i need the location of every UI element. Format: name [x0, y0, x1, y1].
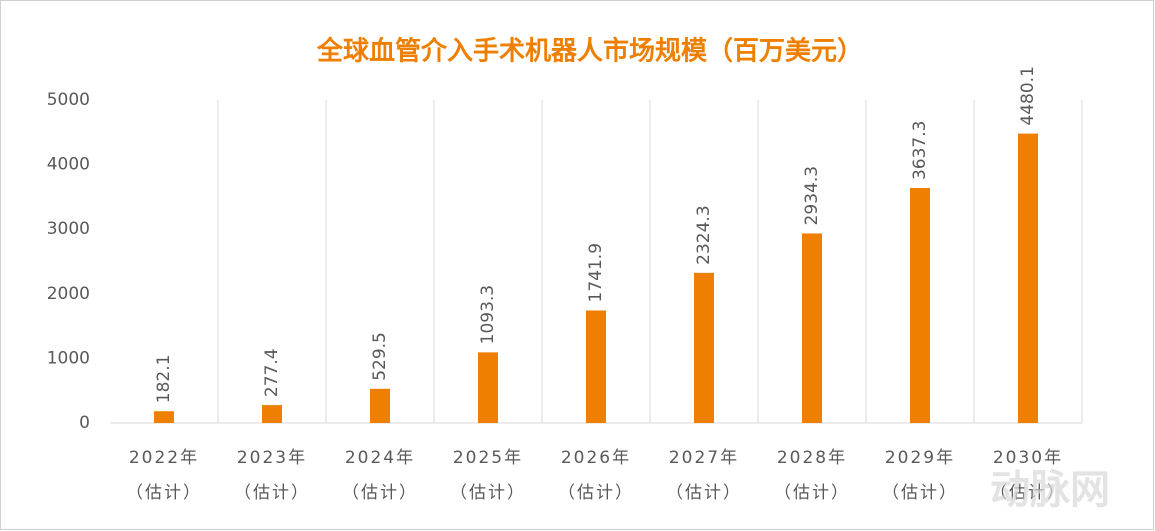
- bar: [586, 310, 606, 423]
- value-label: 2324.3: [694, 205, 714, 264]
- y-tick-label: 1000: [47, 348, 90, 368]
- x-tick-label: （估计）: [666, 483, 742, 503]
- value-label: 182.1: [154, 355, 174, 404]
- x-tick-label: 2026年: [561, 448, 631, 468]
- bar: [478, 352, 498, 423]
- x-tick-label: （估计）: [450, 483, 526, 503]
- x-tick-label: 2023年: [237, 448, 307, 468]
- x-tick-label: 2027年: [669, 448, 739, 468]
- value-label: 2934.3: [802, 166, 822, 225]
- bar: [262, 405, 282, 423]
- value-label: 1741.9: [586, 243, 606, 302]
- y-tick-label: 5000: [47, 90, 90, 110]
- bar: [1018, 133, 1038, 423]
- x-tick-label: 2028年: [777, 448, 847, 468]
- y-tick-label: 3000: [47, 219, 90, 239]
- x-tick-label: （估计）: [234, 483, 310, 503]
- value-label: 529.5: [370, 332, 390, 381]
- value-label: 277.4: [262, 348, 282, 397]
- x-tick-label: 2022年: [129, 448, 199, 468]
- watermark: 动脉网: [990, 467, 1110, 513]
- bar: [802, 233, 822, 423]
- y-tick-label: 2000: [47, 284, 90, 304]
- x-tick-label: 2030年: [993, 448, 1063, 468]
- x-tick-label: （估计）: [882, 483, 958, 503]
- x-tick-label: 2029年: [885, 448, 955, 468]
- value-label: 4480.1: [1018, 66, 1038, 125]
- y-tick-label: 4000: [47, 155, 90, 175]
- x-tick-label: （估计）: [990, 483, 1066, 503]
- bar: [370, 388, 390, 423]
- y-tick-label: 0: [79, 413, 90, 433]
- x-tick-label: （估计）: [342, 483, 418, 503]
- x-tick-label: 2025年: [453, 448, 523, 468]
- bar: [694, 272, 714, 423]
- bar: [154, 411, 174, 423]
- x-tick-label: （估计）: [774, 483, 850, 503]
- bar: [910, 188, 930, 423]
- value-label: 1093.3: [478, 285, 498, 344]
- value-label: 3637.3: [910, 121, 930, 180]
- x-tick-label: （估计）: [558, 483, 634, 503]
- x-tick-label: （估计）: [126, 483, 202, 503]
- x-tick-label: 2024年: [345, 448, 415, 468]
- chart-title: 全球血管介入手术机器人市场规模（百万美元）: [316, 36, 863, 67]
